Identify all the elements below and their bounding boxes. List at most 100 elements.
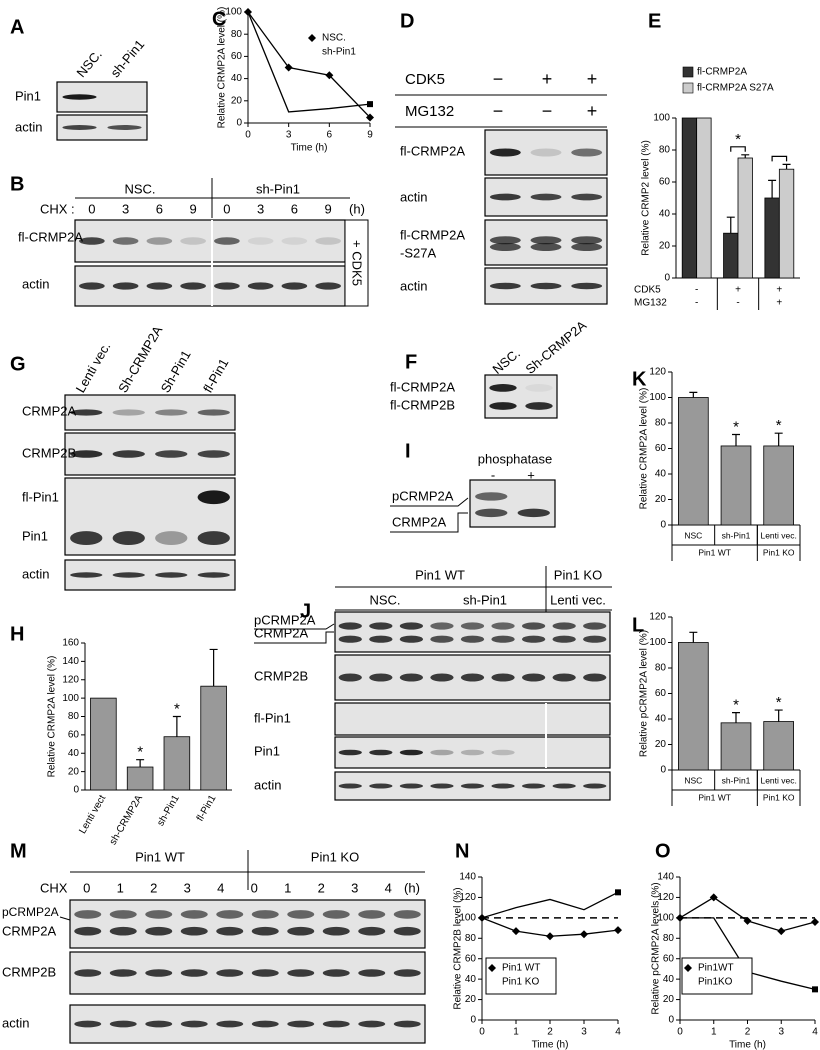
band	[155, 450, 188, 458]
band	[109, 910, 137, 919]
band	[583, 783, 607, 789]
marker	[367, 101, 373, 108]
y-tick-label: 120	[649, 612, 666, 623]
label: Pin1	[22, 528, 48, 543]
panel-letter: L	[632, 614, 644, 636]
line	[481, 891, 619, 919]
bar	[764, 197, 780, 279]
side-box	[344, 219, 369, 307]
y-tick-label: 60	[231, 51, 243, 62]
error-bar	[689, 631, 698, 643]
y-axis-label: Relative CRMP2B level (%)	[453, 887, 464, 1009]
x-tick-label: sh-Pin1	[155, 793, 182, 828]
band	[489, 193, 521, 201]
label: (h)	[404, 880, 420, 895]
condition-sign: +	[735, 285, 741, 296]
y-tick-label: 60	[655, 443, 667, 454]
band	[369, 749, 393, 756]
band	[583, 673, 607, 682]
band	[571, 193, 603, 201]
panel-letter: K	[632, 368, 647, 390]
panel-letter: O	[655, 840, 671, 862]
band	[287, 910, 315, 919]
label: 3	[122, 201, 129, 216]
label: NSC.	[369, 592, 400, 607]
label: -	[491, 467, 495, 482]
band	[281, 282, 308, 290]
label: pCRMP2A	[254, 612, 316, 627]
label: Pin1	[254, 743, 280, 758]
band	[109, 969, 137, 977]
label: CRMP2A	[22, 403, 77, 418]
band	[145, 969, 173, 977]
band	[287, 926, 315, 936]
arrow	[390, 512, 468, 533]
band	[399, 635, 423, 643]
band	[338, 622, 362, 630]
y-tick-label: 40	[231, 73, 243, 84]
line	[247, 11, 371, 118]
condition-sign: +	[776, 285, 782, 296]
legend-label: fl-CRMP2A S27A	[697, 83, 774, 94]
y-tick-label: 20	[655, 494, 667, 505]
label: Pin1 WT	[415, 567, 465, 582]
band	[197, 490, 230, 505]
significance: *	[733, 418, 739, 435]
marker	[284, 63, 293, 72]
label: fl-CRMP2A	[18, 229, 83, 244]
arrow	[254, 631, 334, 644]
label: actin	[15, 119, 42, 134]
band	[460, 635, 485, 643]
band	[180, 1020, 208, 1028]
label: CRMP2A	[254, 625, 309, 640]
panel-letter: I	[405, 440, 411, 462]
label: 4	[385, 880, 392, 895]
label: fl-CRMP2A	[400, 143, 465, 158]
legend-marker	[684, 964, 692, 972]
band	[430, 783, 454, 789]
y-tick-label: 100	[225, 7, 242, 18]
arrow	[254, 623, 335, 630]
panel-letter: A	[10, 16, 24, 38]
y-tick-label: 0	[73, 785, 79, 796]
condition-sign: -	[736, 298, 739, 309]
panel-letter: E	[648, 10, 661, 32]
legend-swatch	[682, 66, 694, 78]
panel-letter: H	[10, 623, 24, 645]
y-tick-label: 140	[62, 656, 79, 667]
marker	[614, 926, 622, 935]
y-tick-label: 40	[663, 974, 675, 985]
y-tick-label: 60	[659, 177, 671, 188]
band	[399, 622, 423, 630]
blot	[69, 899, 426, 949]
y-tick-label: 120	[649, 367, 666, 378]
band	[322, 926, 350, 936]
band	[522, 673, 546, 682]
y-tick-label: 40	[659, 209, 671, 220]
band	[552, 783, 576, 789]
column-label: fl-Pin1	[200, 356, 231, 395]
marker	[811, 917, 819, 926]
x-tick-label: 2	[745, 1027, 751, 1038]
bracket	[730, 146, 746, 152]
label: actin	[22, 276, 49, 291]
legend-label: Pin1KO	[698, 977, 733, 988]
band	[74, 926, 102, 936]
label: 6	[156, 201, 163, 216]
label: 0	[223, 201, 230, 216]
y-axis-label: Relative CRMP2A level (%)	[47, 656, 58, 778]
column-label: NSC.	[73, 47, 104, 80]
legend-marker	[308, 34, 316, 42]
band	[525, 402, 553, 410]
y-tick-label: 100	[649, 637, 666, 648]
x-tick-label: 9	[367, 130, 373, 141]
label: fl-CRMP2A	[390, 379, 455, 394]
band	[112, 450, 145, 458]
band	[530, 282, 562, 290]
label: CRMP2B	[254, 668, 308, 683]
label: actin	[254, 777, 281, 792]
band	[571, 242, 603, 252]
label: CRMP2B	[2, 964, 56, 979]
label: 3	[184, 880, 191, 895]
